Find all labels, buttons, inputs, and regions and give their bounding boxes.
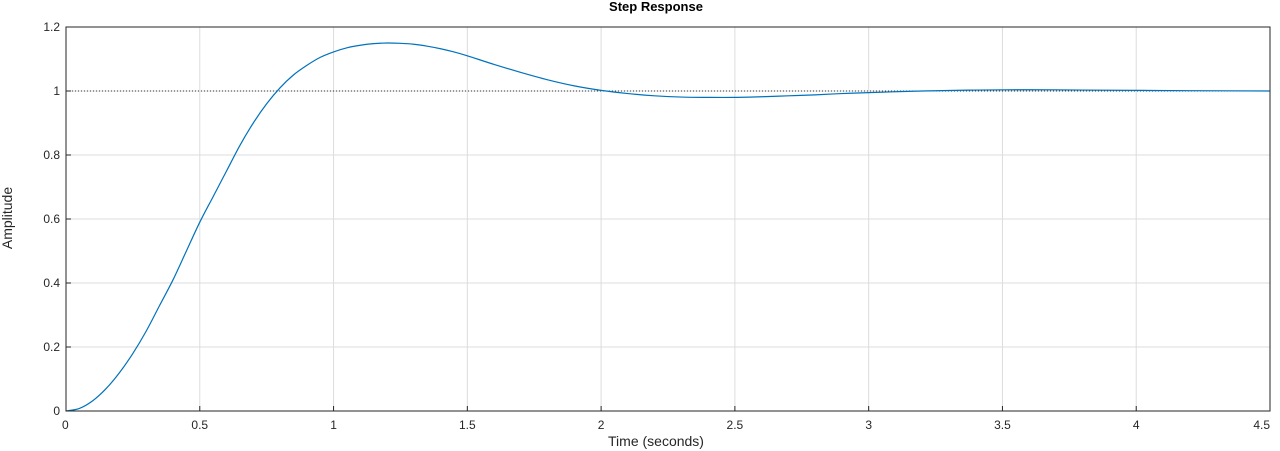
x-tick-label: 0.5 <box>191 418 208 432</box>
y-axis-ticks: 0 0.2 0.4 0.6 0.8 1 1.2 <box>43 20 71 418</box>
y-tick-label: 0.8 <box>43 148 60 162</box>
x-axis-ticks: 0 0.5 1 1.5 2 2.5 3 3.5 4 4.5 <box>62 406 1271 432</box>
x-tick-label: 2.5 <box>727 418 744 432</box>
x-tick-label: 3 <box>865 418 872 432</box>
y-axis-label: Amplitude <box>0 187 15 249</box>
x-tick-label: 2 <box>598 418 605 432</box>
x-tick-label: 0 <box>62 418 69 432</box>
x-tick-label: 3.5 <box>994 418 1011 432</box>
x-tick-label: 4.5 <box>1253 418 1270 432</box>
x-axis-label: Time (seconds) <box>608 433 704 449</box>
x-tick-label: 1.5 <box>459 418 476 432</box>
y-tick-label: 0.6 <box>43 212 60 226</box>
x-tick-label: 1 <box>330 418 337 432</box>
step-response-series <box>65 42 1271 412</box>
y-tick-label: 0.2 <box>43 340 60 354</box>
x-tick-label: 4 <box>1133 418 1140 432</box>
y-tick-label: 0 <box>53 404 60 418</box>
y-tick-label: 1 <box>53 84 60 98</box>
chart-title: Step Response <box>609 0 703 14</box>
y-tick-label: 0.4 <box>43 276 60 290</box>
y-tick-label: 1.2 <box>43 20 60 34</box>
